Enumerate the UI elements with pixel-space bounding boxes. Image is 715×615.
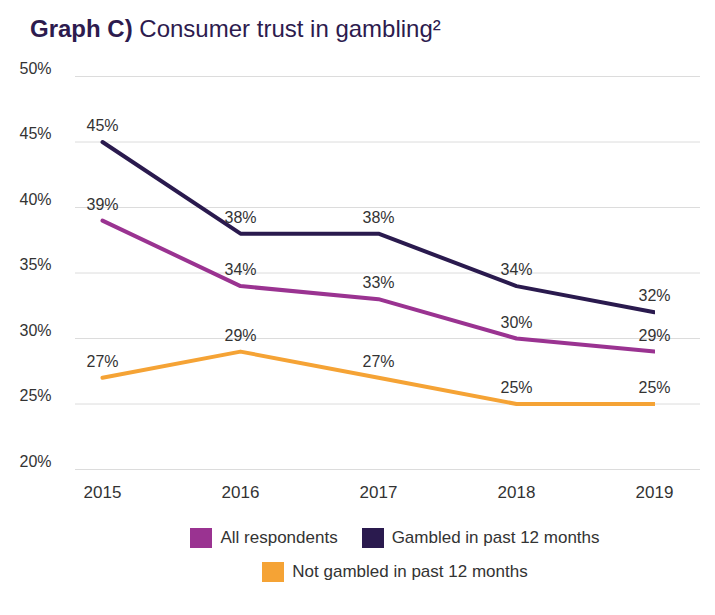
- svg-text:32%: 32%: [638, 287, 670, 304]
- svg-text:38%: 38%: [224, 209, 256, 226]
- svg-text:45%: 45%: [86, 117, 118, 134]
- html-text:Graph C) Consumer trust in gam: Graph C) Consumer trust in gambling²: [30, 15, 441, 42]
- svg-text:39%: 39%: [86, 196, 118, 213]
- svg-text:27%: 27%: [86, 353, 118, 370]
- svg-text:29%: 29%: [638, 327, 670, 344]
- html-text:All respondents: All respondents: [220, 528, 338, 547]
- svg-text:25%: 25%: [500, 379, 532, 396]
- svg-text:2015: 2015: [84, 483, 122, 502]
- svg-text:2017: 2017: [360, 483, 398, 502]
- svg-text:34%: 34%: [224, 261, 256, 278]
- svg-text:2019: 2019: [636, 483, 674, 502]
- svg-text:34%: 34%: [500, 261, 532, 278]
- svg-text:2016: 2016: [222, 483, 260, 502]
- svg-text:29%: 29%: [224, 327, 256, 344]
- svg-text:40%: 40%: [20, 191, 52, 208]
- svg-text:30%: 30%: [20, 322, 52, 339]
- svg-text:30%: 30%: [500, 314, 532, 331]
- svg-text:20%: 20%: [20, 453, 52, 470]
- svg-text:33%: 33%: [362, 274, 394, 291]
- html-text:Gambled in past 12 months: Gambled in past 12 months: [391, 528, 600, 547]
- svg-text:50%: 50%: [20, 60, 52, 77]
- svg-text:27%: 27%: [362, 353, 394, 370]
- html-text:Not gambled in past 12 months: Not gambled in past 12 months: [292, 562, 528, 581]
- svg-text:2018: 2018: [498, 483, 536, 502]
- svg-text:35%: 35%: [20, 256, 52, 273]
- svg-text:38%: 38%: [362, 209, 394, 226]
- svg-text:25%: 25%: [20, 387, 52, 404]
- svg-text:25%: 25%: [638, 379, 670, 396]
- svg-text:45%: 45%: [20, 125, 52, 142]
